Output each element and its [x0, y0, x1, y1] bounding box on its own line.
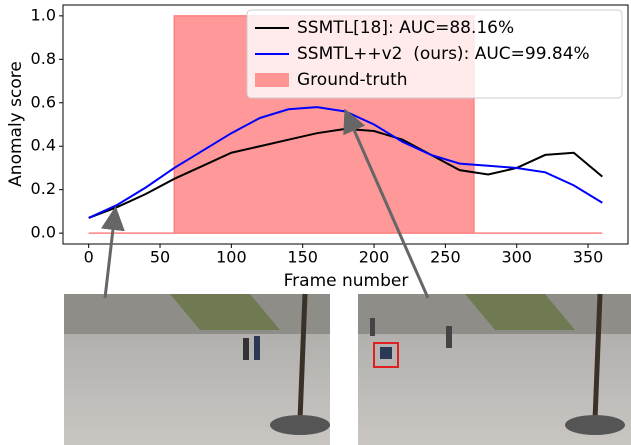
y-tick-label: 0.2 — [31, 179, 56, 198]
photo-left — [64, 294, 330, 445]
x-tick-label: 0 — [84, 248, 94, 267]
x-tick-label: 100 — [216, 248, 247, 267]
y-tick-label: 1.0 — [31, 5, 56, 24]
x-tick-label: 200 — [359, 248, 390, 267]
figure: Frame number Anomaly score 0 50 100 150 200 2… — [0, 0, 631, 445]
legend-label: SSMTL[18]: AUC=88.16% — [297, 18, 514, 38]
legend-label: SSMTL++v2 (ours): AUC=99.84% — [297, 44, 590, 64]
y-tick-label: 0.4 — [31, 136, 56, 155]
photo-right — [358, 294, 631, 445]
x-tick-label: 150 — [287, 248, 318, 267]
x-tick-label: 350 — [573, 248, 604, 267]
legend-swatch — [255, 73, 289, 87]
legend-label: Ground-truth — [297, 70, 408, 90]
y-tick-label: 0.6 — [31, 92, 56, 111]
x-tick-label: 50 — [150, 248, 170, 267]
y-tick-label: 0.8 — [31, 49, 56, 68]
x-tick-label: 250 — [430, 248, 461, 267]
y-tick-label: 0.0 — [31, 223, 56, 242]
arrow — [105, 212, 115, 298]
x-axis-label: Frame number — [284, 271, 409, 291]
x-tick-label: 300 — [501, 248, 532, 267]
y-axis-label: Anomaly score — [6, 61, 26, 187]
